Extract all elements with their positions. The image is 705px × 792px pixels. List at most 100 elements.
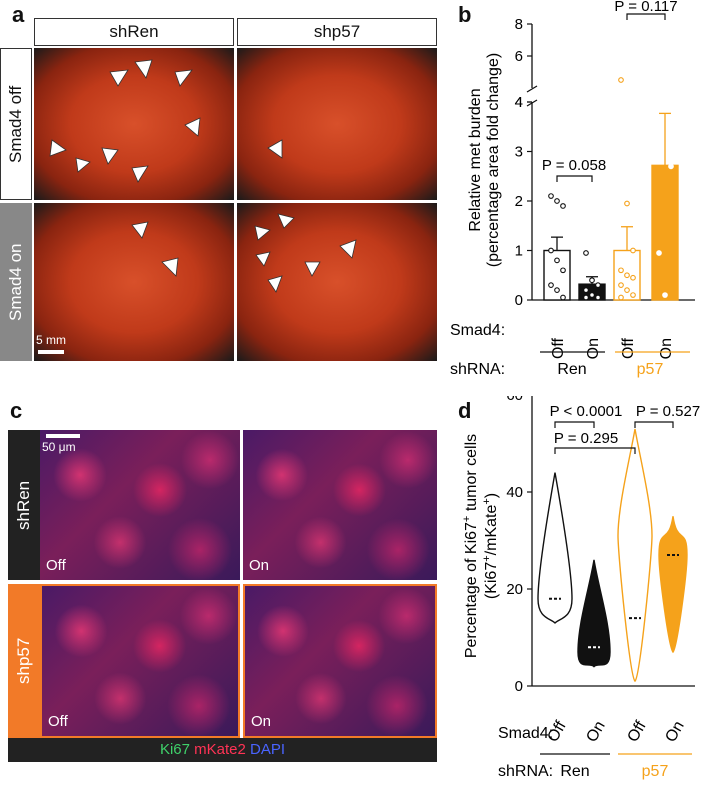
arrowhead <box>339 239 357 259</box>
b-point <box>656 250 662 256</box>
arrowhead <box>101 147 119 165</box>
scale-bar-c <box>46 434 80 438</box>
panel-b-bar-chart: Relative met burden (percentage area fold… <box>450 0 695 378</box>
b-ylabel-line1: Relative met burden <box>467 88 484 231</box>
liver-photo-shren-on <box>34 203 234 361</box>
arrowhead <box>131 165 149 183</box>
scale-bar-a-label: 5 mm <box>36 333 66 347</box>
b-point <box>583 287 589 293</box>
arrowhead <box>267 139 283 159</box>
micrograph-shren-on: On <box>243 430 437 580</box>
arrowhead <box>49 139 67 157</box>
arrowhead <box>277 213 295 229</box>
arrowhead <box>184 117 201 137</box>
liver-photo-shren-off <box>34 48 234 200</box>
panel-a-label: a <box>12 2 25 27</box>
micrograph-label: On <box>251 713 272 730</box>
d-ylabel-line2: (Ki67+/mKate+) <box>481 493 500 599</box>
d-xtick-label: On <box>662 718 687 745</box>
micrograph-label: Off <box>46 557 66 574</box>
b-axis-break <box>526 99 538 107</box>
b-ytick-label: 1 <box>515 243 523 260</box>
b-point <box>618 77 624 83</box>
d-xtick-label: On <box>583 718 608 745</box>
b-shrna-label: shRNA: <box>450 361 505 378</box>
b-point <box>662 48 668 55</box>
d-ytick-label: 0 <box>515 678 523 695</box>
d-violin <box>537 472 573 624</box>
b-ytick-label: 2 <box>515 193 523 210</box>
b-bracket-ren <box>556 175 593 182</box>
b-point <box>630 247 636 254</box>
header-shp57: shp57 <box>237 18 437 46</box>
b-point <box>554 257 560 264</box>
b-point <box>668 163 674 170</box>
arrowhead <box>109 69 129 87</box>
b-point <box>618 294 624 301</box>
b-point <box>595 282 601 289</box>
b-ylabel-line2: (percentage area fold change) <box>485 53 502 267</box>
b-xtick-label: On <box>585 338 602 359</box>
row-header-shren-c: shRen <box>8 430 40 580</box>
panel-c-label: c <box>10 398 23 423</box>
micrograph-shren-off: Off <box>40 430 240 580</box>
panel-d-label: d <box>458 398 472 423</box>
d-xtick-label: Off <box>624 718 650 745</box>
b-xtick-label: Off <box>550 337 567 359</box>
b-point <box>624 200 630 207</box>
d-ytick-label: 40 <box>506 484 523 501</box>
d-ylabel-line1: Percentage of Ki67+ tumor cells <box>461 434 480 658</box>
panel-a-arrowheads <box>38 59 357 354</box>
arrowhead <box>254 225 271 241</box>
arrowhead <box>255 251 271 267</box>
b-point <box>624 287 630 293</box>
stain-legend: Ki67 mKate2 DAPI <box>8 738 437 762</box>
d-bracket-3 <box>634 421 674 428</box>
d-p3: P = 0.527 <box>636 403 700 420</box>
b-group-ren: Ren <box>557 361 586 378</box>
d-group-ren: Ren <box>560 763 589 780</box>
b-bar <box>651 164 679 301</box>
b-point <box>583 250 589 256</box>
b-p-p57: P = 0.117 <box>614 0 677 15</box>
scale-bar-a <box>38 350 64 354</box>
legend-dapi: DAPI <box>250 741 286 758</box>
d-bracket-2 <box>554 447 636 454</box>
d-violin <box>577 559 611 668</box>
arrowhead <box>131 221 149 239</box>
legend-ki67: Ki67 <box>159 741 190 758</box>
b-ytick-label: 3 <box>515 144 523 161</box>
arrowhead <box>75 157 91 173</box>
b-point <box>583 294 589 301</box>
b-xtick-label: On <box>658 338 675 359</box>
b-ytick-label: 6 <box>515 48 523 65</box>
d-ytick-label: 60 <box>506 396 523 404</box>
b-point <box>624 272 630 279</box>
b-xtick-label: Off <box>620 337 637 359</box>
b-point <box>589 292 595 298</box>
arrowhead <box>174 69 193 87</box>
b-point <box>554 287 560 293</box>
arrowhead <box>134 59 153 79</box>
b-point <box>656 33 662 40</box>
micrograph-label: On <box>249 557 270 574</box>
b-ytick-label: 4 <box>515 94 523 111</box>
d-violin <box>617 428 653 683</box>
micrograph-label: Off <box>48 713 68 730</box>
d-smad4-label: Smad4: <box>498 725 553 742</box>
b-point <box>595 294 601 301</box>
row-header-shp57-c: shp57 <box>8 584 40 738</box>
d-ytick-label: 20 <box>506 581 523 598</box>
b-point <box>630 274 636 281</box>
d-violin <box>658 516 688 654</box>
b-point <box>589 277 595 284</box>
b-ytick-label: 8 <box>515 16 523 33</box>
d-shrna-label: shRNA: <box>498 763 553 780</box>
panel-b-label: b <box>458 2 472 27</box>
b-ytick-label: 0 <box>515 292 523 309</box>
micrograph-shp57-on: On <box>243 584 437 738</box>
b-point <box>662 292 668 298</box>
b-bracket-p57 <box>626 13 666 20</box>
legend-mkate2: mKate2 <box>194 741 246 758</box>
b-point <box>548 247 554 254</box>
